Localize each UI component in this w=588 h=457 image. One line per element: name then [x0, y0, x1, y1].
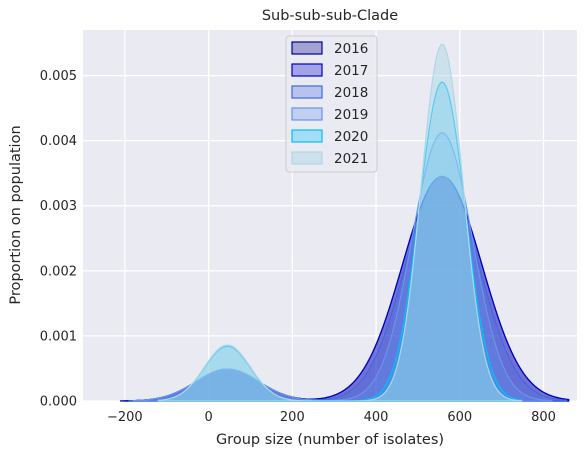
- y-tick-label: 0.004: [40, 134, 77, 149]
- y-tick-label: 0.005: [40, 69, 77, 84]
- density-areas: [120, 43, 570, 402]
- chart-title: Sub-sub-sub-Clade: [262, 8, 398, 24]
- legend-swatch-2018: [291, 85, 323, 99]
- legend-label-2017: 2017: [334, 63, 368, 79]
- legend: 2016 2017 2018 2019 2020 2021: [285, 35, 378, 173]
- legend-label-2021: 2021: [334, 151, 368, 167]
- legend-swatch-2016: [291, 41, 323, 55]
- y-axis-title: Proportion on population: [8, 125, 24, 304]
- x-tick-label: 400: [364, 410, 389, 425]
- y-tick-labels: 0.000 0.001 0.002 0.003 0.004 0.005: [40, 69, 77, 409]
- y-tick-label: 0.001: [40, 329, 77, 344]
- x-tick-labels: −200 0 200 400 600 800: [107, 410, 556, 425]
- y-tick-label: 0.002: [40, 264, 77, 279]
- x-tick-label: 200: [280, 410, 305, 425]
- legend-swatch-2019: [291, 107, 323, 121]
- legend-label-2020: 2020: [334, 129, 368, 145]
- x-tick-label: 800: [531, 410, 556, 425]
- legend-label-2019: 2019: [334, 107, 368, 123]
- density-area-2021: [157, 43, 523, 402]
- x-tick-label: 600: [447, 410, 472, 425]
- legend-label-2018: 2018: [334, 85, 368, 101]
- legend-label-2016: 2016: [334, 41, 368, 57]
- legend-swatch-2017: [291, 63, 323, 77]
- legend-box: [285, 35, 378, 173]
- x-axis-title: Group size (number of isolates): [216, 432, 444, 448]
- legend-swatch-2021: [291, 151, 323, 165]
- y-tick-label: 0.000: [40, 395, 77, 410]
- y-tick-label: 0.003: [40, 199, 77, 214]
- x-tick-label: −200: [107, 410, 143, 425]
- x-tick-label: 0: [204, 410, 212, 425]
- legend-swatch-2020: [291, 129, 323, 143]
